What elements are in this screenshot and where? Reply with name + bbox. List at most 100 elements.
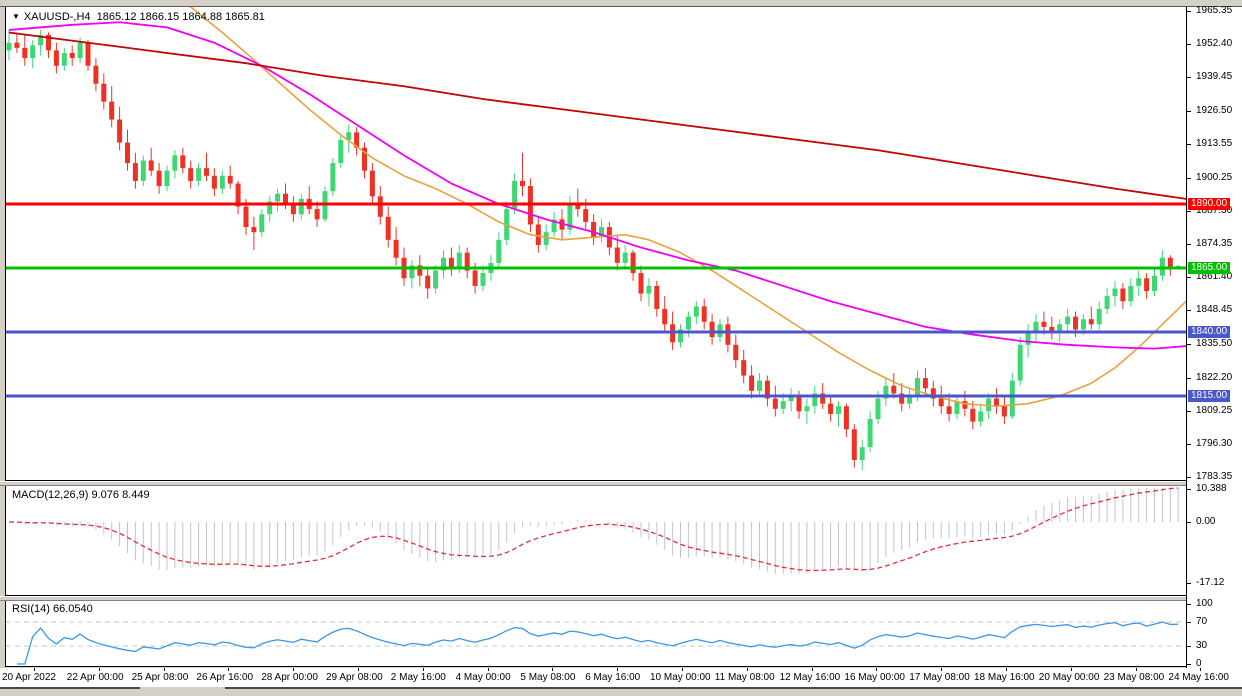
candle-body (235, 183, 241, 207)
candle-body (243, 206, 249, 228)
candle-body (678, 329, 683, 343)
date-tick-mark (941, 668, 943, 671)
scrollbar-thumb[interactable] (140, 687, 225, 689)
rsi-panel[interactable]: RSI(14) 66.0540 (5, 601, 1187, 667)
candle-body (1001, 406, 1007, 417)
date-tick-mark (682, 668, 683, 671)
rsi-canvas[interactable] (6, 601, 1187, 667)
candle-body (796, 396, 802, 412)
candle-body (749, 375, 755, 391)
price-chart-canvas[interactable] (6, 7, 1187, 480)
price-tick-label: 1952.40 (1196, 38, 1233, 50)
date-tick-mark (487, 668, 489, 671)
candle-body (1009, 380, 1015, 417)
candle-body (875, 398, 881, 420)
price-tick-mark (1187, 210, 1191, 212)
candle-body (567, 204, 573, 230)
price-scale-axis[interactable]: 1965.35 1952.40 1939.45 1926.50 1913.55 1900.… (1186, 5, 1242, 687)
date-label: 24 May 16:00 (1168, 672, 1229, 683)
rsi-tick-mark (1187, 604, 1191, 605)
rsi-line (16, 621, 1179, 665)
window-left-border (0, 7, 5, 696)
macd-panel[interactable]: MACD(12,26,9) 9.076 8.449 (5, 486, 1187, 596)
date-label: 29 Apr 08:00 (326, 672, 383, 683)
candle-body (362, 147, 367, 171)
candle-body (283, 193, 288, 204)
panel-splitter-macd[interactable] (0, 481, 1242, 486)
time-scale-axis[interactable]: 20 Apr 2022 22 Apr 00:00 25 Apr 08:00 26 Ap… (0, 668, 1242, 687)
candle-body (1152, 275, 1157, 292)
candle-body (196, 168, 202, 181)
price-chart-panel[interactable]: ▼ XAUUSD-,H4 1865.12 1866.15 1864.88 1865… (5, 7, 1187, 481)
date-tick-mark (876, 668, 878, 671)
candle-body (780, 401, 786, 409)
candle-body (891, 385, 897, 394)
candle-body (1167, 257, 1173, 268)
macd-signal-line (8, 487, 1179, 572)
macd-label: MACD(12,26,9) 9.076 8.449 (12, 489, 150, 501)
date-label: 11 May 08:00 (714, 672, 775, 683)
candle-body (22, 47, 28, 59)
price-tick-mark (1187, 44, 1191, 46)
candle-body (117, 119, 123, 143)
price-tick-label: 1965.35 (1196, 5, 1233, 17)
candle-body (140, 160, 146, 181)
symbol-dropdown-icon[interactable]: ▼ (12, 12, 20, 21)
candle-body (456, 252, 462, 268)
candle-body (85, 42, 91, 66)
date-label: 23 May 08:00 (1103, 672, 1165, 683)
price-tick-label: 1861.40 (1196, 271, 1233, 283)
price-tick-label: 1835.50 (1196, 337, 1233, 349)
candle-body (417, 265, 423, 276)
candle-body (464, 252, 470, 271)
candle-body (267, 201, 273, 215)
candle-body (448, 257, 454, 268)
rsi-tick-label: 0 (1196, 658, 1202, 669)
candle-body (1144, 278, 1150, 292)
candle-body (859, 447, 865, 460)
candle-body (583, 209, 589, 222)
candle-body (1065, 316, 1071, 325)
candle-body (6, 42, 12, 51)
candle-body (156, 170, 162, 187)
price-tick-label: 1913.55 (1196, 137, 1233, 149)
scrollbar-track[interactable] (0, 687, 1242, 689)
date-label: 16 May 00:00 (844, 672, 905, 683)
date-label: 18 May 16:00 (974, 672, 1035, 683)
ohlc-values: 1865.12 1866.15 1864.88 1865.81 (96, 11, 265, 23)
candle-body (654, 285, 660, 309)
candle-body (109, 101, 115, 120)
date-label: 2 May 16:00 (390, 672, 446, 683)
candle-body (227, 175, 233, 184)
candle-body (899, 393, 905, 404)
date-label: 26 Apr 16:00 (196, 672, 254, 683)
candle-body (1017, 344, 1023, 381)
candle-body (520, 180, 525, 187)
candle-body (772, 398, 778, 409)
candle-body (1080, 319, 1086, 330)
panel-splitter-rsi[interactable] (0, 596, 1242, 601)
date-label: 6 May 16:00 (585, 672, 641, 683)
price-tick-mark (1187, 277, 1191, 279)
candle-body (393, 239, 399, 258)
date-label: 28 Apr 00:00 (261, 672, 318, 683)
candle-body (251, 227, 257, 233)
price-tick-mark (1187, 310, 1191, 312)
price-tick-mark (1187, 410, 1191, 412)
price-tick-label: 1848.45 (1196, 304, 1233, 316)
rsi-label: RSI(14) 66.0540 (12, 603, 93, 615)
date-tick-mark (422, 668, 424, 671)
rsi-tick-mark (1187, 622, 1191, 623)
candle-body (638, 273, 644, 294)
candle-body (472, 270, 478, 286)
candle-body (385, 216, 391, 240)
candle-body (828, 403, 834, 414)
date-label: 20 Apr 2022 (2, 672, 56, 683)
price-tag-1815.00: 1815.00 (1188, 390, 1231, 402)
candle-body (662, 308, 668, 325)
candle-body (346, 132, 352, 140)
candle-body (788, 396, 794, 402)
macd-canvas[interactable] (6, 486, 1187, 596)
price-tick-mark (1187, 443, 1191, 445)
date-tick-mark (746, 668, 748, 671)
